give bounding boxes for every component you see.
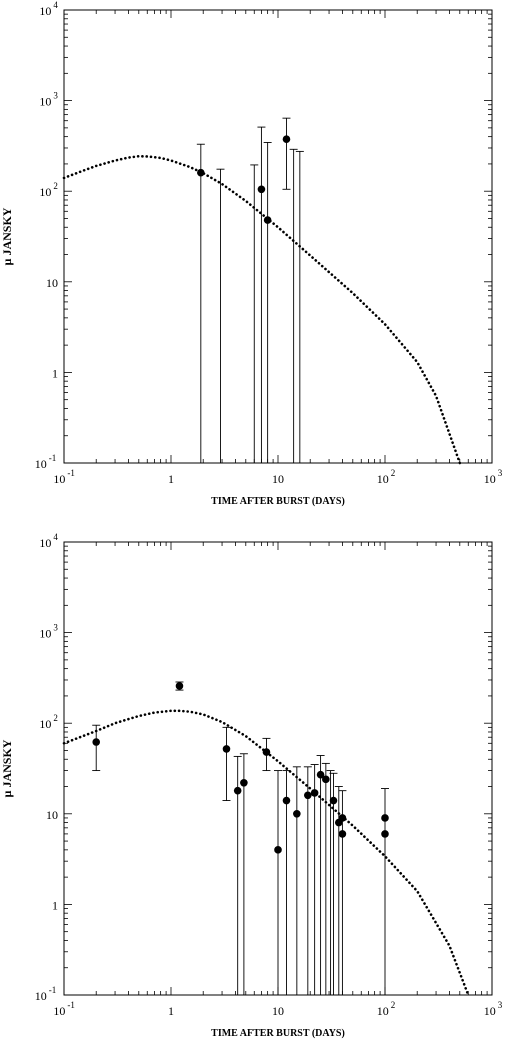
data-point [175, 682, 184, 690]
data-point [262, 748, 271, 756]
y-tick-label: 10 -1 [35, 985, 57, 1003]
data-point [257, 185, 266, 194]
x-tick-base: 10 [272, 1004, 284, 1018]
y-tick-label: 10 3 [39, 623, 58, 641]
y-tick-base: 1 [52, 366, 58, 380]
y-tick-exponent: 3 [53, 623, 58, 633]
y-tick-exponent: 4 [53, 532, 58, 542]
y-axis-label: µ JANSKY [0, 739, 14, 797]
y-tick-base: 10 [39, 627, 51, 641]
y-tick-label: 1 [52, 898, 58, 912]
y-tick-base: 10 [39, 4, 51, 18]
x-tick-label: 10 2 [377, 1000, 396, 1018]
y-tick-label: 10 [46, 808, 58, 822]
y-tick-label: 10 4 [39, 0, 58, 18]
y-tick-base: 10 [39, 185, 51, 199]
x-tick-label: 10 3 [484, 468, 503, 486]
x-tick-exponent: 3 [498, 468, 503, 478]
y-tick-exponent: -1 [49, 453, 57, 463]
data-point [282, 135, 291, 143]
data-point [322, 775, 330, 784]
y-tick-exponent: 3 [53, 91, 58, 101]
y-tick-label: 10 3 [39, 91, 58, 109]
error-bars [196, 117, 304, 463]
x-tick-exponent: -1 [67, 1000, 75, 1010]
x-tick-label: 1 [168, 472, 174, 486]
x-tick-base: 10 [53, 472, 65, 486]
error-bars [92, 681, 389, 995]
y-tick-exponent: -1 [49, 985, 57, 995]
x-tick-label: 10 [272, 472, 284, 486]
data-point [381, 830, 389, 838]
data-point [329, 796, 338, 805]
axis-ticks [63, 542, 492, 996]
y-tick-base: 10 [39, 95, 51, 109]
y-tick-label: 1 [52, 366, 58, 380]
x-tick-exponent: 2 [391, 468, 396, 478]
data-point [304, 791, 312, 800]
x-tick-base: 1 [168, 472, 174, 486]
data-point [310, 789, 319, 797]
x-tick-base: 10 [377, 472, 389, 486]
plot-frame [63, 9, 493, 464]
y-tick-label: 10 4 [39, 532, 58, 550]
y-tick-exponent: 4 [53, 0, 58, 10]
data-point [274, 846, 282, 854]
data-point [92, 738, 101, 746]
x-axis-label: TIME AFTER BURST (DAYS) [211, 496, 345, 507]
data-point [338, 830, 347, 838]
y-tick-base: 10 [35, 457, 47, 471]
data-points [197, 135, 291, 224]
data-point [316, 770, 325, 779]
y-tick-label: 10 -1 [35, 453, 57, 471]
y-tick-base: 1 [52, 898, 58, 912]
x-tick-exponent: 3 [498, 1000, 503, 1010]
x-tick-base: 10 [53, 1004, 65, 1018]
x-tick-label: 10 -1 [53, 468, 75, 486]
x-tick-base: 1 [168, 1004, 174, 1018]
y-tick-label: 10 2 [39, 713, 58, 731]
x-tick-exponent: 2 [391, 1000, 396, 1010]
data-point [293, 810, 301, 818]
y-tick-base: 10 [39, 536, 51, 550]
x-tick-label: 10 [272, 1004, 284, 1018]
x-tick-label: 10 -1 [53, 1000, 75, 1018]
data-point [222, 745, 231, 753]
model-curve [62, 154, 462, 465]
y-axis-label: µ JANSKY [0, 207, 14, 265]
y-tick-exponent: 2 [53, 181, 58, 191]
x-tick-base: 10 [272, 472, 284, 486]
x-tick-label: 1 [168, 1004, 174, 1018]
data-point [263, 216, 272, 224]
y-tick-label: 10 2 [39, 181, 58, 199]
data-point [282, 796, 291, 805]
x-tick-exponent: -1 [67, 468, 75, 478]
data-point [240, 778, 248, 787]
y-tick-base: 10 [39, 717, 51, 731]
y-tick-base: 10 [46, 808, 58, 822]
data-point [381, 814, 389, 822]
data-point [197, 168, 205, 177]
data-point [338, 814, 347, 822]
y-tick-base: 10 [35, 989, 47, 1003]
x-axis-label: TIME AFTER BURST (DAYS) [211, 1028, 345, 1039]
x-tick-label: 10 3 [484, 1000, 503, 1018]
y-tick-label: 10 [46, 276, 58, 290]
data-point [233, 786, 242, 795]
y-tick-exponent: 2 [53, 713, 58, 723]
x-tick-base: 10 [377, 1004, 389, 1018]
axis-ticks [63, 10, 492, 464]
x-tick-base: 10 [484, 1004, 496, 1018]
y-tick-base: 10 [46, 276, 58, 290]
model-curve [62, 709, 470, 997]
x-tick-base: 10 [484, 472, 496, 486]
x-tick-label: 10 2 [377, 468, 396, 486]
data-points [92, 682, 389, 854]
